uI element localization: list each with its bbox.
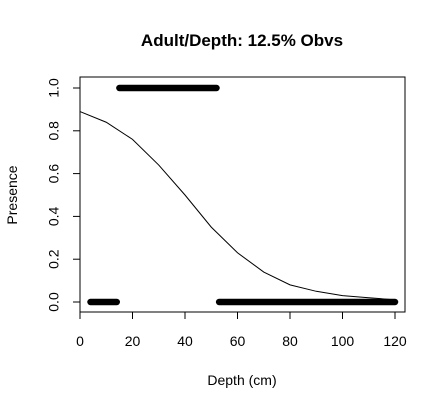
y-ticks: 0.0 0.2 0.4 0.6 0.8 1.0 [46, 78, 80, 312]
x-tick-label: 20 [125, 333, 141, 349]
chart-title: Adult/Depth: 12.5% Obvs [141, 31, 343, 50]
y-tick-label: 0.0 [46, 292, 62, 312]
plot-box [79, 76, 406, 313]
x-tick-label: 0 [76, 333, 84, 349]
x-tick-label: 120 [383, 333, 407, 349]
data-layer [79, 84, 399, 306]
x-tick-label: 80 [282, 333, 298, 349]
logistic-fit-line [79, 111, 396, 301]
x-ticks: 0 20 40 60 80 100 120 [76, 312, 407, 349]
y-tick-label: 0.2 [46, 249, 62, 269]
y-tick-label: 1.0 [46, 78, 62, 98]
x-tick-label: 60 [230, 333, 246, 349]
y-tick-label: 0.4 [46, 206, 62, 226]
x-tick-label: 40 [177, 333, 193, 349]
x-axis-label: Depth (cm) [207, 372, 276, 388]
y-axis-label: Presence [4, 165, 20, 224]
y-tick-label: 0.6 [46, 164, 62, 184]
y-tick-label: 0.8 [46, 121, 62, 141]
x-tick-label: 100 [331, 333, 355, 349]
